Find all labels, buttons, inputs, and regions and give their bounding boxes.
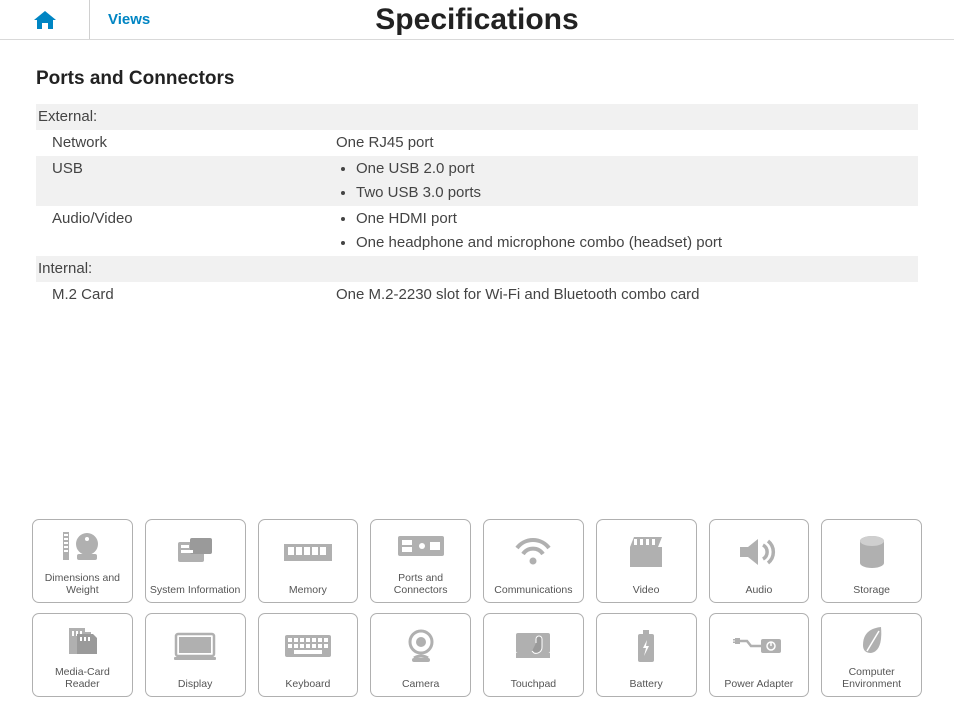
media-card-icon <box>63 624 101 656</box>
section-title: Ports and Connectors <box>36 68 918 90</box>
spec-list-item: One headphone and microphone combo (head… <box>356 231 918 255</box>
spec-row: USB One USB 2.0 port Two USB 3.0 ports <box>36 156 918 206</box>
nav-label: Media-Card Reader <box>33 666 132 690</box>
nav-tile-camera[interactable]: Camera <box>370 613 471 697</box>
nav-tile-comms[interactable]: Communications <box>483 519 584 603</box>
nav-tile-battery[interactable]: Battery <box>596 613 697 697</box>
nav-label: Battery <box>625 678 666 690</box>
storage-icon <box>857 535 887 569</box>
nav-label: Audio <box>741 584 776 596</box>
nav-tile-sysinfo[interactable]: System Information <box>145 519 246 603</box>
nav-label: Storage <box>849 584 894 596</box>
memory-icon <box>282 538 334 566</box>
spec-label: Network <box>36 131 336 155</box>
header-bar: Views Specifications <box>0 0 954 40</box>
nav-row-2: Media-Card Reader Display Keyboard Camer… <box>32 613 922 697</box>
nav-tile-memory[interactable]: Memory <box>258 519 359 603</box>
dimensions-icon <box>59 528 105 564</box>
nav-label: Computer Environment <box>822 666 921 690</box>
ports-icon <box>396 532 446 560</box>
spec-value: One HDMI port One headphone and micropho… <box>336 207 918 255</box>
nav-label: Touchpad <box>507 678 561 690</box>
spec-row: Audio/Video One HDMI port One headphone … <box>36 206 918 256</box>
spec-list-item: One HDMI port <box>356 207 918 231</box>
nav-tile-audio[interactable]: Audio <box>709 519 810 603</box>
power-adapter-icon <box>733 633 785 659</box>
keyboard-icon <box>283 633 333 659</box>
nav-tile-touchpad[interactable]: Touchpad <box>483 613 584 697</box>
wifi-icon <box>513 536 553 568</box>
nav-label: Communications <box>490 584 576 596</box>
camera-icon <box>404 628 438 664</box>
spec-label: USB <box>36 157 336 181</box>
nav-label: Power Adapter <box>720 678 797 690</box>
spec-table: External: Network One RJ45 port USB One … <box>36 104 918 308</box>
group-label: External: <box>36 105 336 129</box>
spec-label: Audio/Video <box>36 207 336 231</box>
nav-tile-display[interactable]: Display <box>145 613 246 697</box>
spec-list-item: Two USB 3.0 ports <box>356 181 918 205</box>
nav-label: Memory <box>285 584 331 596</box>
group-header-row: External: <box>36 104 918 130</box>
leaf-icon <box>857 623 887 657</box>
nav-tile-storage[interactable]: Storage <box>821 519 922 603</box>
content-area: Ports and Connectors External: Network O… <box>0 40 954 308</box>
audio-icon <box>738 535 780 569</box>
group-label: Internal: <box>36 257 336 281</box>
touchpad-icon <box>512 629 554 663</box>
spec-value: One RJ45 port <box>336 131 918 155</box>
spec-value: One USB 2.0 port Two USB 3.0 ports <box>336 157 918 205</box>
nav-label: Ports and Connectors <box>371 572 470 596</box>
nav-row-1: Dimensions and Weight System Information… <box>32 519 922 603</box>
nav-label: Keyboard <box>281 678 334 690</box>
nav-label: System Information <box>146 584 244 596</box>
video-icon <box>626 535 666 569</box>
home-icon <box>32 9 58 31</box>
views-link[interactable]: Views <box>90 11 150 28</box>
nav-tile-media[interactable]: Media-Card Reader <box>32 613 133 697</box>
nav-label: Dimensions and Weight <box>33 572 132 596</box>
nav-label: Display <box>174 678 216 690</box>
spec-label: M.2 Card <box>36 283 336 307</box>
spec-row: Network One RJ45 port <box>36 130 918 156</box>
spec-list-item: One USB 2.0 port <box>356 157 918 181</box>
sysinfo-icon <box>172 534 218 570</box>
spec-row: M.2 Card One M.2-2230 slot for Wi-Fi and… <box>36 282 918 308</box>
nav-tile-power[interactable]: Power Adapter <box>709 613 810 697</box>
nav-tile-dimensions[interactable]: Dimensions and Weight <box>32 519 133 603</box>
home-button[interactable] <box>0 0 90 39</box>
group-header-row: Internal: <box>36 256 918 282</box>
nav-tile-video[interactable]: Video <box>596 519 697 603</box>
nav-tile-ports[interactable]: Ports and Connectors <box>370 519 471 603</box>
bottom-nav: Dimensions and Weight System Information… <box>0 519 954 707</box>
spec-value: One M.2-2230 slot for Wi-Fi and Bluetoot… <box>336 283 918 307</box>
nav-tile-env[interactable]: Computer Environment <box>821 613 922 697</box>
nav-label: Camera <box>398 678 443 690</box>
battery-icon <box>635 628 657 664</box>
nav-tile-keyboard[interactable]: Keyboard <box>258 613 359 697</box>
nav-label: Video <box>629 584 664 596</box>
display-icon <box>172 630 218 662</box>
